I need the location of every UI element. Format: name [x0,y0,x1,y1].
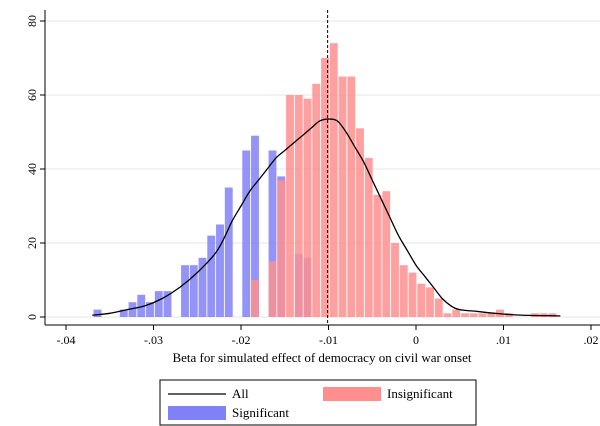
bar-insignificant [286,95,294,317]
bar-significant [198,257,207,317]
legend-label: Significant [232,405,289,420]
bar-insignificant [356,128,364,317]
legend-swatch-box [323,387,381,401]
histogram-bars [93,43,557,318]
bar-significant [189,265,198,317]
bar-insignificant [469,313,478,317]
bar-insignificant [408,272,417,317]
bar-insignificant [312,83,321,318]
y-tick-label: 60 [25,89,39,101]
bar-insignificant [303,98,312,317]
bar-significant [181,265,189,317]
bar-significant [154,291,163,317]
bar-insignificant [391,243,399,317]
bar-insignificant [268,261,277,317]
x-tick-label: -.04 [57,333,76,347]
y-tick-label: 40 [25,163,39,175]
x-tick-label: .01 [496,333,511,347]
bar-significant [93,309,102,317]
bar-significant [268,150,277,317]
legend-label: Insignificant [387,386,453,401]
bar-insignificant [364,157,373,317]
density-line-all [92,118,561,317]
bar-insignificant [373,194,382,317]
bar-significant [137,294,146,317]
bar-insignificant [426,287,434,317]
bar-insignificant [321,58,329,317]
bar-insignificant [443,313,452,317]
bar-significant [242,150,251,317]
y-tick-label: 20 [25,237,39,249]
bar-significant [224,187,233,317]
bar-significant [128,302,137,317]
bar-insignificant [347,76,356,317]
x-tick-label: .02 [584,333,599,347]
bar-insignificant [417,283,426,317]
bar-insignificant [329,43,338,317]
bar-insignificant [504,313,513,317]
x-axis-label: Beta for simulated effect of democracy o… [172,350,471,365]
legend: All Insignificant Significant [159,379,477,426]
axes: 0 20 40 60 80 -.04 -.03 -.02 -.01 0 .01 .02 [25,10,600,347]
x-tick-label: 0 [413,333,419,347]
bar-significant [119,309,128,317]
bar-significant [251,135,259,317]
x-tick-label: -.02 [232,333,251,347]
bar-insignificant [277,180,286,317]
x-tick-label: -.03 [144,333,163,347]
bar-insignificant [294,95,303,317]
bar-significant [163,291,172,317]
bar-insignificant [251,280,259,317]
bar-insignificant [434,298,443,317]
y-tick-label: 0 [25,314,39,320]
legend-label: All [232,386,249,401]
bar-insignificant [399,265,408,317]
bar-insignificant [461,313,469,317]
x-tick-label: -.01 [319,333,338,347]
bar-insignificant [452,309,461,317]
bar-insignificant [478,313,487,317]
bar-significant [207,235,216,317]
bar-insignificant [487,313,496,317]
bar-significant [146,302,154,317]
bar-insignificant [382,191,391,317]
legend-swatch-box [168,406,226,420]
bar-significant [216,224,224,317]
bar-insignificant [338,76,347,317]
density-curve-layer [92,118,561,317]
y-tick-label: 80 [25,15,39,27]
